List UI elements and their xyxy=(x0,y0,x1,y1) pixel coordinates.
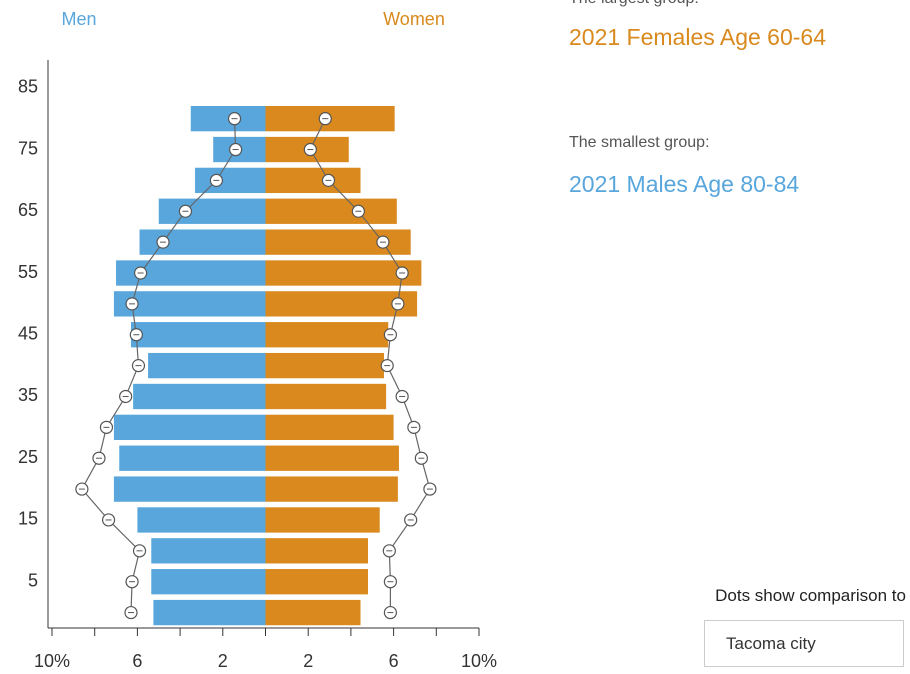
bar xyxy=(195,167,266,194)
y-tick-label: 15 xyxy=(18,509,38,529)
bar xyxy=(151,569,266,595)
largest-value: 2021 Females Age 60-64 xyxy=(569,24,827,50)
bar xyxy=(113,291,266,317)
bar xyxy=(158,198,266,224)
y-tick-label: 25 xyxy=(18,447,38,467)
bar xyxy=(148,352,266,379)
smallest-value: 2021 Males Age 80-84 xyxy=(569,171,800,197)
x-tick-label: 2 xyxy=(218,651,228,671)
bar xyxy=(265,538,368,564)
bar xyxy=(130,322,266,348)
x-tick-label: 6 xyxy=(132,651,142,671)
bar xyxy=(153,599,266,626)
largest-label: The largest group: xyxy=(569,0,699,8)
y-tick-label: 75 xyxy=(18,138,38,158)
bar xyxy=(265,414,394,441)
legend-women: Women xyxy=(383,9,445,29)
bar xyxy=(137,507,266,533)
bar xyxy=(113,414,266,441)
y-tick-label: 5 xyxy=(28,570,38,590)
bar xyxy=(265,167,361,194)
y-tick-label: 35 xyxy=(18,385,38,405)
bar xyxy=(113,476,266,502)
x-tick-label: 10% xyxy=(461,651,497,671)
y-tick-label: 45 xyxy=(18,323,38,343)
bar xyxy=(265,599,361,626)
comparison-select[interactable]: Tacoma city xyxy=(704,620,904,667)
bar xyxy=(119,445,266,471)
bar xyxy=(265,352,384,379)
bar xyxy=(133,383,266,410)
bar xyxy=(265,322,389,348)
bar xyxy=(265,507,380,533)
bar xyxy=(265,260,422,286)
x-tick-label: 6 xyxy=(389,651,399,671)
bar xyxy=(265,383,387,410)
x-tick-label: 2 xyxy=(303,651,313,671)
legend-men: Men xyxy=(61,9,96,29)
comparison-label: Dots show comparison to xyxy=(715,586,906,605)
bar xyxy=(265,198,397,224)
bar xyxy=(265,445,399,471)
bar xyxy=(265,476,398,502)
y-tick-label: 65 xyxy=(18,200,38,220)
x-tick-label: 10% xyxy=(34,651,70,671)
chart: Men Women 5 15 25 35 45 55 65 75 85 10% 6 2 2 6 10% xyxy=(18,9,497,671)
smallest-label: The smallest group: xyxy=(569,134,710,151)
bar xyxy=(265,569,368,595)
bar xyxy=(151,538,266,564)
y-tick-label: 55 xyxy=(18,262,38,282)
y-tick-label: 85 xyxy=(18,77,38,97)
